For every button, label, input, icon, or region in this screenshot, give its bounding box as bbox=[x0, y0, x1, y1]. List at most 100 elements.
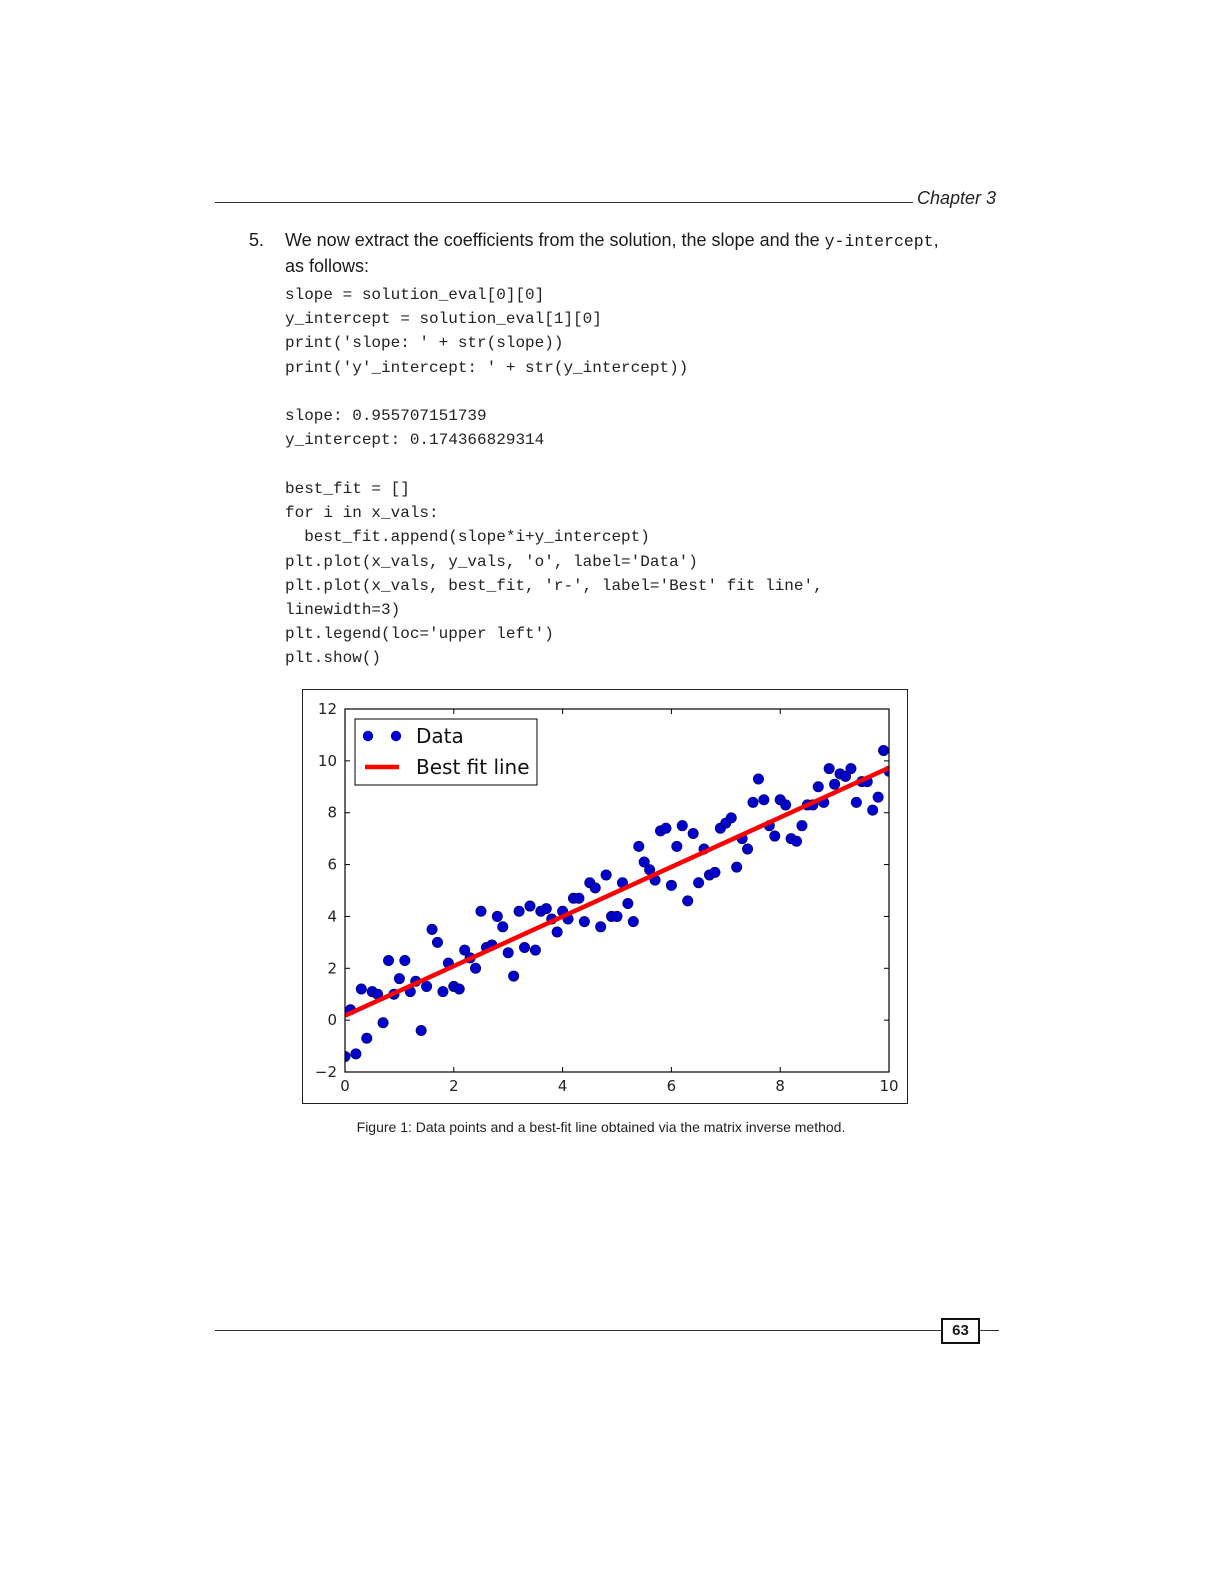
step-text-line2: as follows: bbox=[285, 256, 370, 276]
x-tick-label: 0 bbox=[340, 1077, 350, 1095]
data-point bbox=[752, 773, 764, 785]
data-point bbox=[665, 879, 677, 891]
data-point bbox=[459, 944, 471, 956]
y-tick-label: 2 bbox=[327, 959, 337, 977]
x-tick-label: 8 bbox=[775, 1077, 785, 1095]
data-point bbox=[524, 900, 536, 912]
data-point bbox=[780, 799, 792, 811]
data-point bbox=[513, 905, 525, 917]
data-point bbox=[742, 843, 754, 855]
x-tick-label: 4 bbox=[558, 1077, 568, 1095]
data-point bbox=[829, 778, 841, 790]
data-point bbox=[769, 830, 781, 842]
data-point bbox=[421, 980, 433, 992]
data-point bbox=[660, 822, 672, 834]
data-point bbox=[426, 923, 438, 935]
data-point bbox=[350, 1048, 362, 1060]
data-point bbox=[578, 916, 590, 928]
data-point bbox=[627, 916, 639, 928]
y-tick-label: −2 bbox=[315, 1063, 337, 1081]
y-tick-label: 8 bbox=[327, 804, 337, 822]
data-point bbox=[475, 905, 487, 917]
data-point bbox=[725, 812, 737, 824]
data-point bbox=[383, 955, 395, 967]
y-tick-label: 0 bbox=[327, 1011, 337, 1029]
data-point bbox=[540, 903, 552, 915]
data-point bbox=[878, 744, 889, 756]
data-point bbox=[589, 882, 601, 894]
data-point bbox=[872, 791, 884, 803]
x-tick-label: 2 bbox=[449, 1077, 459, 1095]
data-point bbox=[676, 820, 688, 832]
legend-box bbox=[354, 718, 538, 786]
figure-caption: Figure 1: Data points and a best-fit lin… bbox=[356, 1119, 846, 1135]
chapter-label: Chapter 3 bbox=[917, 188, 997, 208]
y-tick-label: 10 bbox=[318, 752, 337, 770]
data-point bbox=[638, 856, 650, 868]
legend-label-fit: Best fit line bbox=[416, 755, 530, 779]
data-point bbox=[361, 1032, 373, 1044]
y-tick-label: 6 bbox=[327, 856, 337, 874]
data-point bbox=[823, 763, 835, 775]
step-number: 5. bbox=[249, 230, 265, 250]
data-point bbox=[551, 926, 563, 938]
figure-frame: 0 2 4 6 8 10 −2 0 2 4 6 8 10 12 Data Best fit line bbox=[302, 689, 908, 1104]
legend-data-marker bbox=[390, 730, 402, 742]
y-tick-label: 4 bbox=[327, 907, 337, 925]
header-rule bbox=[215, 202, 913, 203]
data-point bbox=[453, 983, 465, 995]
page-number: 63 bbox=[941, 1318, 980, 1344]
inline-code-y-intercept: y-intercept bbox=[824, 232, 934, 251]
data-point bbox=[682, 895, 694, 907]
data-point bbox=[622, 897, 634, 909]
data-point bbox=[470, 962, 482, 974]
x-tick-label: 10 bbox=[879, 1077, 898, 1095]
data-point bbox=[845, 763, 857, 775]
data-point bbox=[355, 983, 367, 995]
data-point bbox=[791, 835, 803, 847]
step-text: We now extract the coefficients from the… bbox=[285, 228, 995, 278]
data-point bbox=[693, 877, 705, 889]
data-point bbox=[345, 1050, 351, 1062]
data-point bbox=[497, 921, 509, 933]
data-point bbox=[491, 910, 503, 922]
data-point bbox=[867, 804, 879, 816]
data-point bbox=[377, 1017, 389, 1029]
data-point bbox=[611, 910, 623, 922]
data-point bbox=[508, 970, 520, 982]
data-point bbox=[399, 955, 411, 967]
data-point bbox=[747, 796, 759, 808]
footer-rule bbox=[215, 1330, 941, 1331]
legend-data-marker bbox=[362, 730, 374, 742]
data-point bbox=[671, 840, 683, 852]
data-point bbox=[573, 892, 585, 904]
data-point bbox=[850, 796, 862, 808]
step-text-after: , bbox=[933, 230, 939, 250]
data-point bbox=[633, 840, 645, 852]
data-point bbox=[600, 869, 612, 881]
legend-label-data: Data bbox=[416, 724, 464, 748]
best-fit-line bbox=[345, 765, 889, 1018]
code-output-block: slope: 0.955707151739 y_intercept: 0.174… bbox=[285, 407, 545, 450]
y-tick-label: 12 bbox=[318, 700, 337, 718]
data-point bbox=[437, 986, 449, 998]
data-point bbox=[709, 866, 721, 878]
step-text-before: We now extract the coefficients from the… bbox=[285, 230, 825, 250]
data-point bbox=[687, 827, 699, 839]
data-point bbox=[393, 973, 405, 985]
data-point bbox=[758, 794, 770, 806]
code-block-coefficients: slope = solution_eval[0][0] y_intercept … bbox=[285, 286, 689, 377]
data-point bbox=[529, 944, 541, 956]
data-point bbox=[431, 936, 443, 948]
data-point bbox=[415, 1025, 427, 1037]
data-point bbox=[796, 820, 808, 832]
data-point bbox=[812, 781, 824, 793]
data-point bbox=[595, 921, 607, 933]
footer-rule-end bbox=[980, 1330, 999, 1331]
data-point bbox=[839, 770, 851, 782]
plot-area-frame bbox=[344, 708, 890, 1073]
x-tick-label: 6 bbox=[667, 1077, 677, 1095]
data-point bbox=[731, 861, 743, 873]
code-block-plot: best_fit = [] for i in x_vals: best_fit.… bbox=[285, 480, 823, 668]
